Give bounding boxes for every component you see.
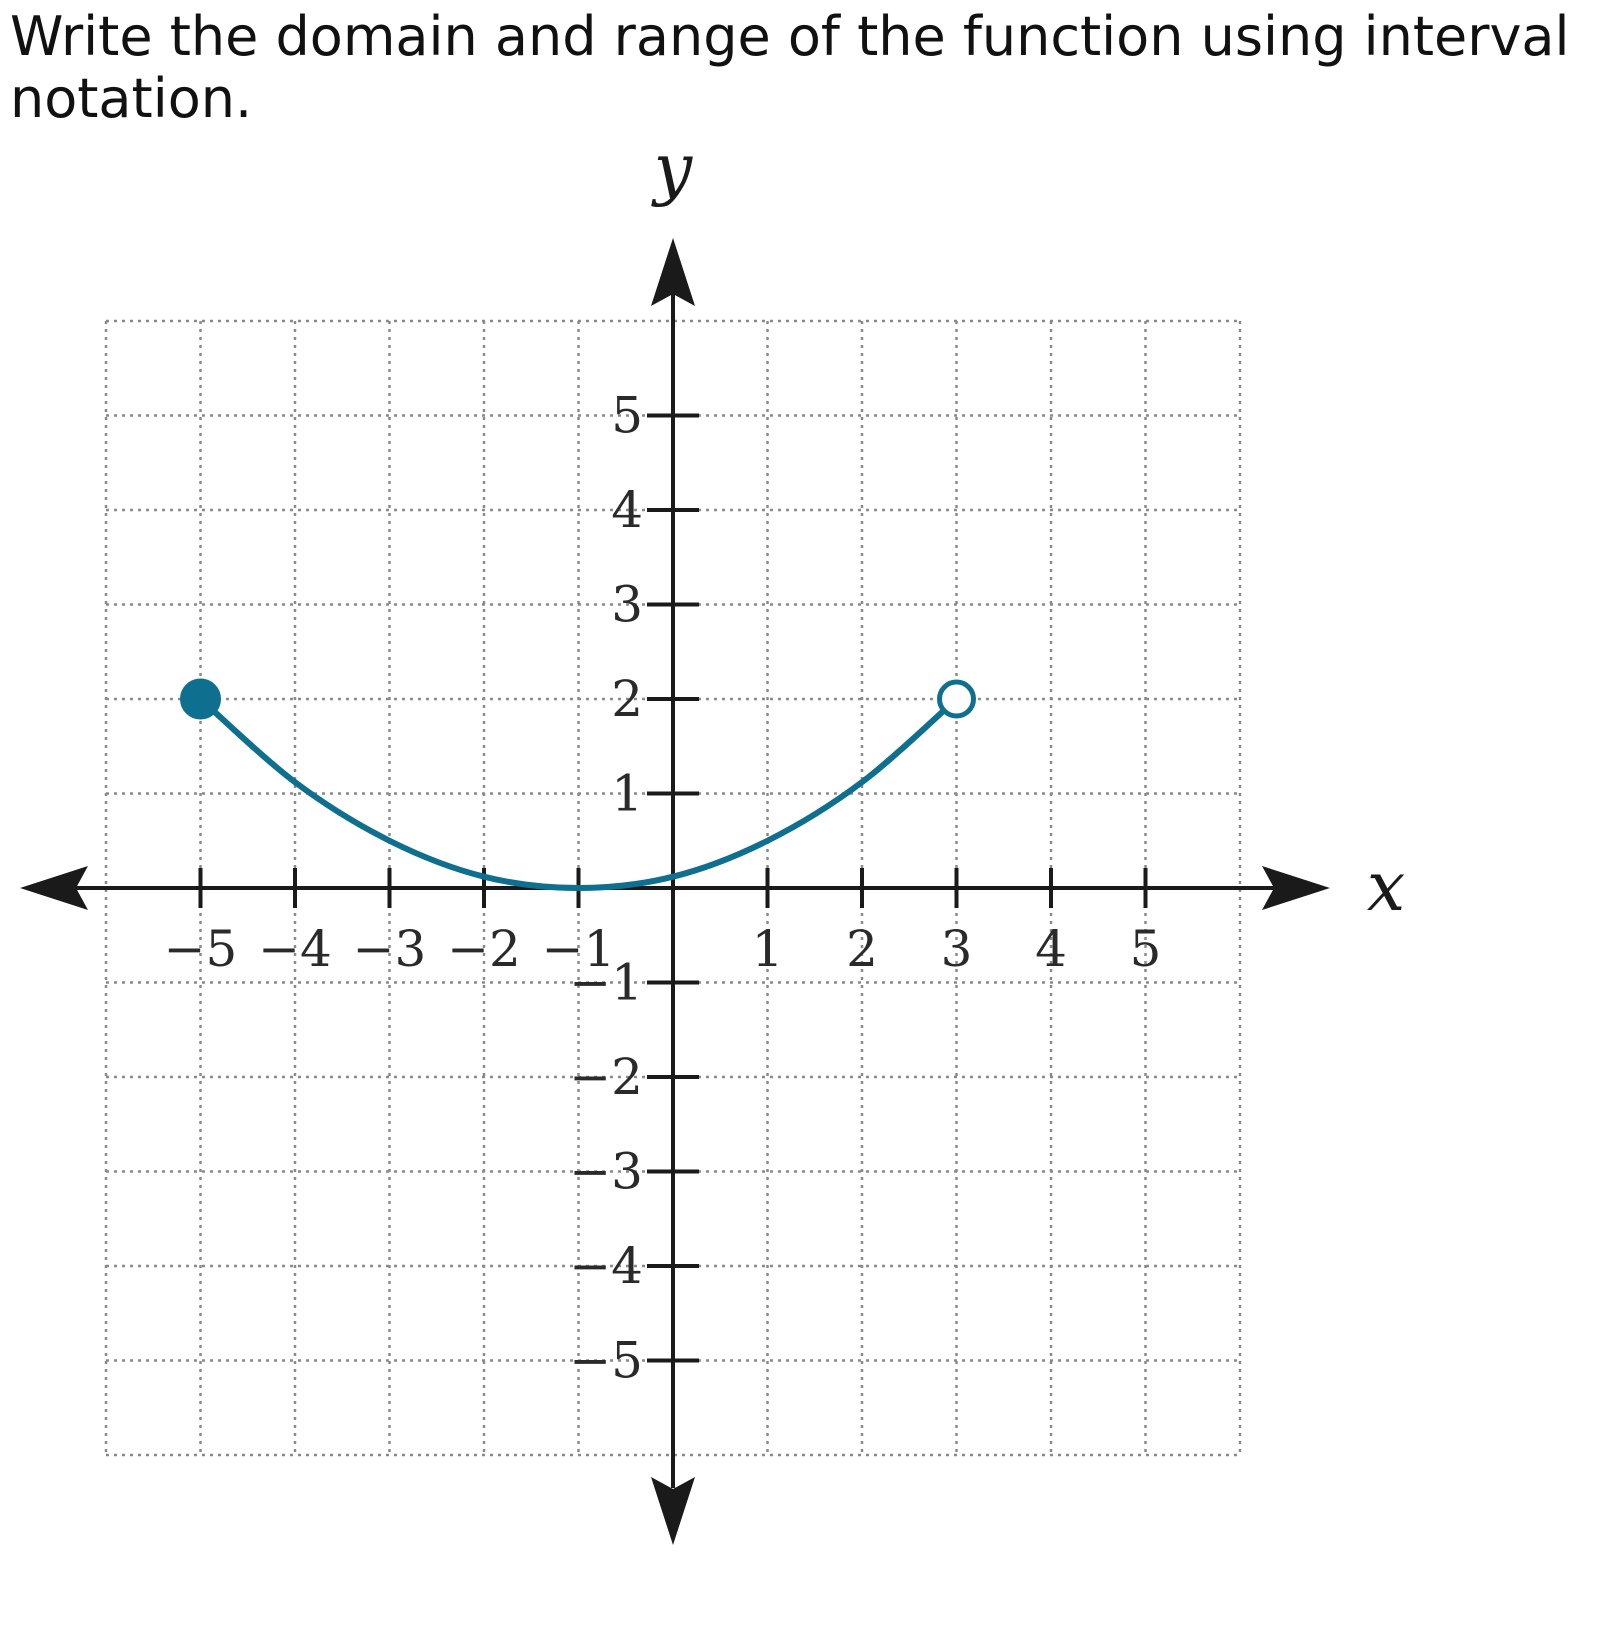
y-tick-label: −4 <box>569 1237 643 1295</box>
x-tick-label: −1 <box>542 920 616 978</box>
x-tick-label: 3 <box>941 920 973 978</box>
x-tick-label: 5 <box>1130 920 1162 978</box>
y-tick-label: −5 <box>569 1332 643 1390</box>
x-axis-left-arrow-icon <box>20 866 88 910</box>
question-text: Write the domain and range of the functi… <box>10 5 1570 130</box>
x-tick-label: −3 <box>353 920 427 978</box>
x-tick-label: 4 <box>1035 920 1067 978</box>
y-tick-label: −3 <box>569 1143 643 1201</box>
y-tick-label: 4 <box>611 481 643 539</box>
y-tick-label: 5 <box>611 387 643 445</box>
y-tick-label: 2 <box>611 670 643 728</box>
function-curve <box>197 696 960 892</box>
x-axis-right-arrow-icon <box>1262 866 1330 910</box>
y-axis-label: y <box>651 130 694 209</box>
ticks <box>198 413 1148 1363</box>
x-tick-label: 1 <box>752 920 784 978</box>
y-tick-label: −1 <box>569 954 643 1012</box>
closed-endpoint-dot <box>180 678 221 720</box>
y-tick-label: 1 <box>611 765 643 823</box>
y-axis-down-arrow-icon <box>651 1477 695 1545</box>
y-axis-up-arrow-icon <box>651 238 695 306</box>
labels: −5 −4 −3 −2 −1 1 2 3 4 5 5 4 3 2 1 −1 −2 −3 −4 −5 x y <box>164 130 1406 1390</box>
x-tick-label: −5 <box>164 920 238 978</box>
axes <box>20 238 1330 1545</box>
x-axis-label: x <box>1367 848 1405 927</box>
x-tick-label: 2 <box>846 920 878 978</box>
y-tick-label: −2 <box>569 1048 643 1106</box>
x-tick-label: −4 <box>258 920 332 978</box>
y-tick-label: 3 <box>611 576 643 634</box>
curve <box>180 678 976 892</box>
open-endpoint-dot <box>937 679 976 719</box>
x-tick-label: −2 <box>447 920 521 978</box>
